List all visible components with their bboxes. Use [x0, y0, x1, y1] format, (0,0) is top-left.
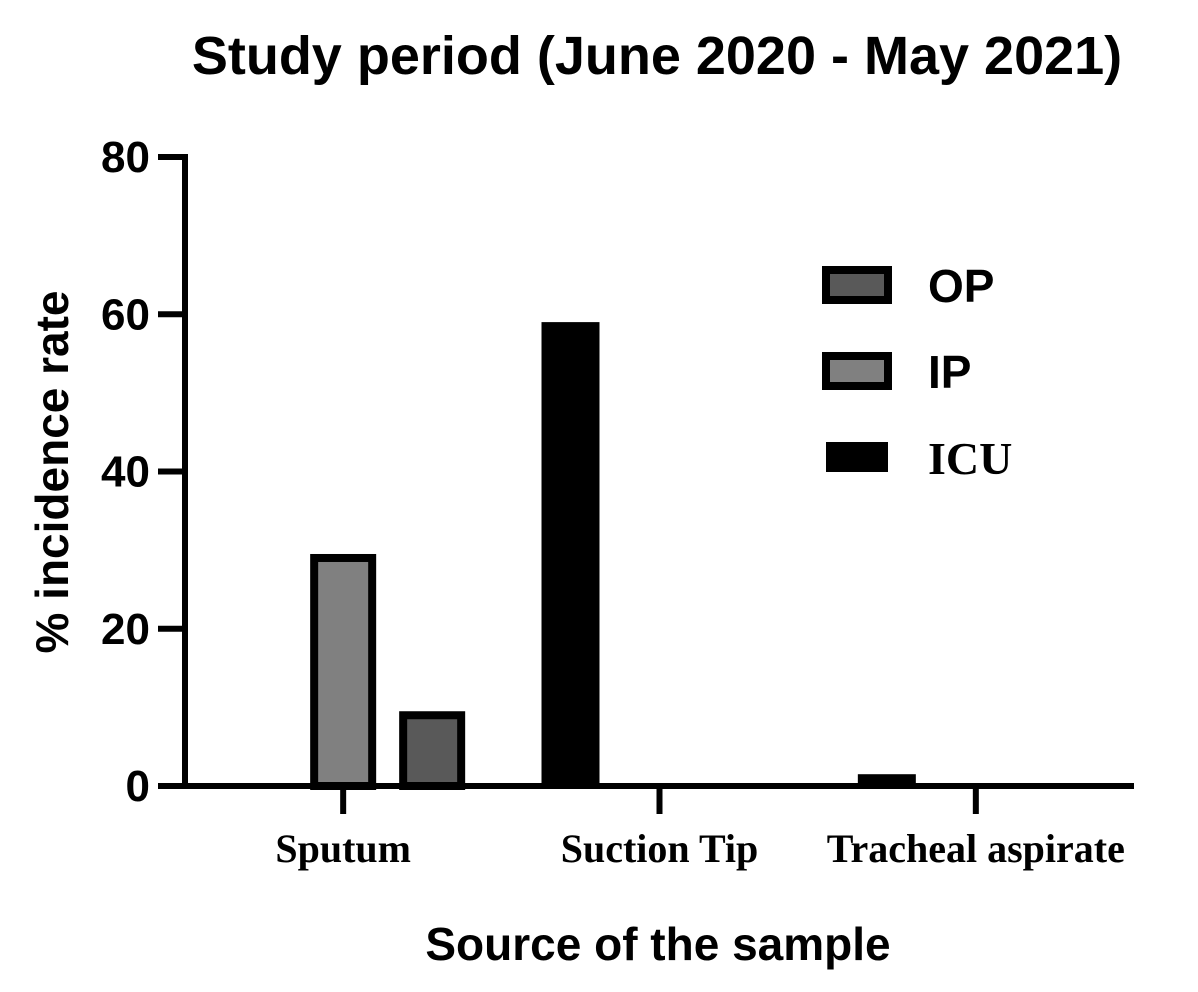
y-tick-label: 60 — [101, 290, 150, 339]
legend: OP IP ICU — [822, 260, 1012, 484]
bar-icu-tracheal-aspirate — [857, 774, 916, 786]
bar-icu-suction-tip — [541, 322, 600, 786]
x-axis-title: Source of the sample — [425, 918, 890, 970]
y-tick-label: 80 — [101, 133, 150, 182]
x-tick-label: Suction Tip — [561, 826, 759, 871]
bar-ip-sputum — [310, 553, 377, 790]
y-axis-title: % incidence rate — [26, 290, 78, 653]
x-axis-ticks: Sputum Suction Tip Tracheal aspirate — [275, 786, 1125, 871]
legend-swatch-icu — [826, 442, 888, 472]
x-tick-label: Tracheal aspirate — [827, 826, 1125, 871]
bar-op-sputum — [399, 711, 466, 790]
legend-label-icu: ICU — [928, 433, 1012, 484]
y-tick-label: 20 — [101, 605, 150, 654]
y-axis-ticks: 0 20 40 60 80 — [101, 133, 188, 811]
legend-label-op: OP — [928, 260, 994, 312]
y-tick-label: 40 — [101, 448, 150, 497]
legend-label-ip: IP — [928, 346, 971, 398]
legend-swatch-op — [822, 266, 892, 304]
legend-swatch-ip — [822, 352, 892, 390]
bars-group — [310, 322, 916, 790]
y-tick-label: 0 — [126, 762, 150, 811]
chart-title: Study period (June 2020 - May 2021) — [192, 26, 1122, 86]
x-tick-label: Sputum — [275, 826, 411, 871]
